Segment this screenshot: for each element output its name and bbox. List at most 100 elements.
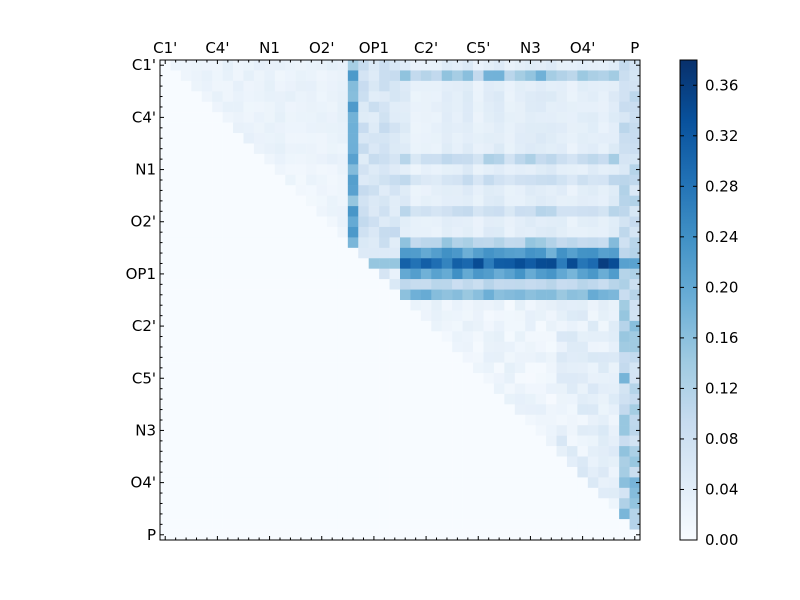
heatmap-cell xyxy=(556,226,568,238)
heatmap-cell xyxy=(431,91,442,102)
heatmap-cell xyxy=(473,268,484,280)
heatmap-cell xyxy=(160,362,171,374)
heatmap-cell xyxy=(493,70,505,82)
heatmap-cell xyxy=(326,237,338,249)
heatmap-cell xyxy=(420,60,432,71)
heatmap-cell xyxy=(400,373,411,384)
heatmap-cell xyxy=(295,185,307,196)
heatmap-cell xyxy=(556,289,568,301)
heatmap-cell xyxy=(295,133,307,144)
heatmap-cell xyxy=(441,383,453,395)
heatmap-cell xyxy=(473,435,484,447)
heatmap-cell xyxy=(452,446,463,457)
heatmap-cell xyxy=(400,529,411,541)
heatmap-cell xyxy=(358,373,369,384)
heatmap-cell xyxy=(180,425,192,436)
heatmap-cell xyxy=(514,373,526,384)
heatmap-cell xyxy=(608,425,620,436)
heatmap-cell xyxy=(587,300,599,311)
heatmap-cell xyxy=(493,143,505,155)
heatmap-cell xyxy=(629,60,641,71)
heatmap-cell xyxy=(410,185,422,196)
heatmap-cell xyxy=(368,153,380,165)
heatmap-cell xyxy=(233,508,244,520)
heatmap-cell xyxy=(160,352,171,363)
colorbar: 0.000.040.080.120.160.200.240.280.320.36 xyxy=(679,59,738,549)
heatmap-cell xyxy=(556,153,568,165)
heatmap-cell xyxy=(566,279,578,290)
heatmap-cell xyxy=(608,143,620,155)
heatmap-cell xyxy=(170,487,182,499)
heatmap-cell xyxy=(191,112,202,123)
heatmap-cell xyxy=(598,341,609,353)
heatmap-cell xyxy=(483,185,495,196)
heatmap-cell xyxy=(358,393,369,405)
heatmap-cell xyxy=(264,404,276,416)
heatmap-cell xyxy=(483,206,495,217)
heatmap-cell xyxy=(619,373,630,384)
heatmap-cell xyxy=(535,383,547,395)
heatmap-cell xyxy=(233,456,244,468)
heatmap-cell xyxy=(222,352,234,363)
heatmap-cell xyxy=(400,425,411,436)
heatmap-cell xyxy=(473,164,484,176)
heatmap-cell xyxy=(233,133,244,144)
heatmap-cell xyxy=(337,300,349,311)
heatmap-cell xyxy=(556,393,568,405)
heatmap-cell xyxy=(170,404,182,416)
heatmap-cell xyxy=(170,425,182,436)
heatmap-cell xyxy=(577,133,589,144)
heatmap-cell xyxy=(410,341,422,353)
heatmap-cell xyxy=(452,60,463,71)
heatmap-cell xyxy=(389,174,401,186)
heatmap-cell xyxy=(441,466,453,478)
heatmap-cell xyxy=(264,122,276,134)
heatmap-cell xyxy=(170,289,182,301)
heatmap-cell xyxy=(462,237,474,249)
heatmap-cell xyxy=(483,300,495,311)
heatmap-cell xyxy=(285,237,296,249)
heatmap-cell xyxy=(410,300,422,311)
heatmap-cell xyxy=(566,498,578,509)
heatmap-cell xyxy=(441,185,453,196)
heatmap-cell xyxy=(556,185,568,196)
heatmap-cell xyxy=(191,466,202,478)
heatmap-cell xyxy=(160,91,171,102)
heatmap-cell xyxy=(326,206,338,217)
heatmap-cell xyxy=(462,446,474,457)
heatmap-cell xyxy=(629,383,641,395)
heatmap-cell xyxy=(535,414,547,426)
heatmap-cell xyxy=(598,268,609,280)
heatmap-cell xyxy=(556,247,568,259)
heatmap-cell xyxy=(285,133,296,144)
heatmap-cell xyxy=(306,341,317,353)
heatmap-cell xyxy=(410,174,422,186)
heatmap-cell xyxy=(598,529,609,541)
heatmap-cell xyxy=(326,174,338,186)
heatmap-cell xyxy=(556,237,568,249)
heatmap-cell xyxy=(253,320,265,332)
heatmap-cell xyxy=(389,477,401,489)
heatmap-cell xyxy=(608,91,620,102)
heatmap-cell xyxy=(379,435,390,447)
heatmap-cell xyxy=(295,362,307,374)
heatmap-cell xyxy=(233,70,244,82)
heatmap-cell xyxy=(180,466,192,478)
y-tick-label: N3 xyxy=(135,421,156,439)
heatmap-cell xyxy=(295,80,307,92)
heatmap-cell xyxy=(598,414,609,426)
heatmap-cell xyxy=(420,498,432,509)
heatmap-cell xyxy=(170,164,182,176)
heatmap-cell xyxy=(243,414,255,426)
heatmap-cell xyxy=(441,101,453,113)
heatmap-cell xyxy=(608,153,620,165)
heatmap-cell xyxy=(546,289,557,301)
heatmap-cell xyxy=(222,519,234,530)
heatmap-cell xyxy=(566,393,578,405)
heatmap-cell xyxy=(326,529,338,541)
heatmap-cell xyxy=(566,122,578,134)
heatmap-cell xyxy=(243,435,255,447)
heatmap-cell xyxy=(535,393,547,405)
heatmap-cell xyxy=(191,414,202,426)
heatmap-cell xyxy=(295,456,307,468)
